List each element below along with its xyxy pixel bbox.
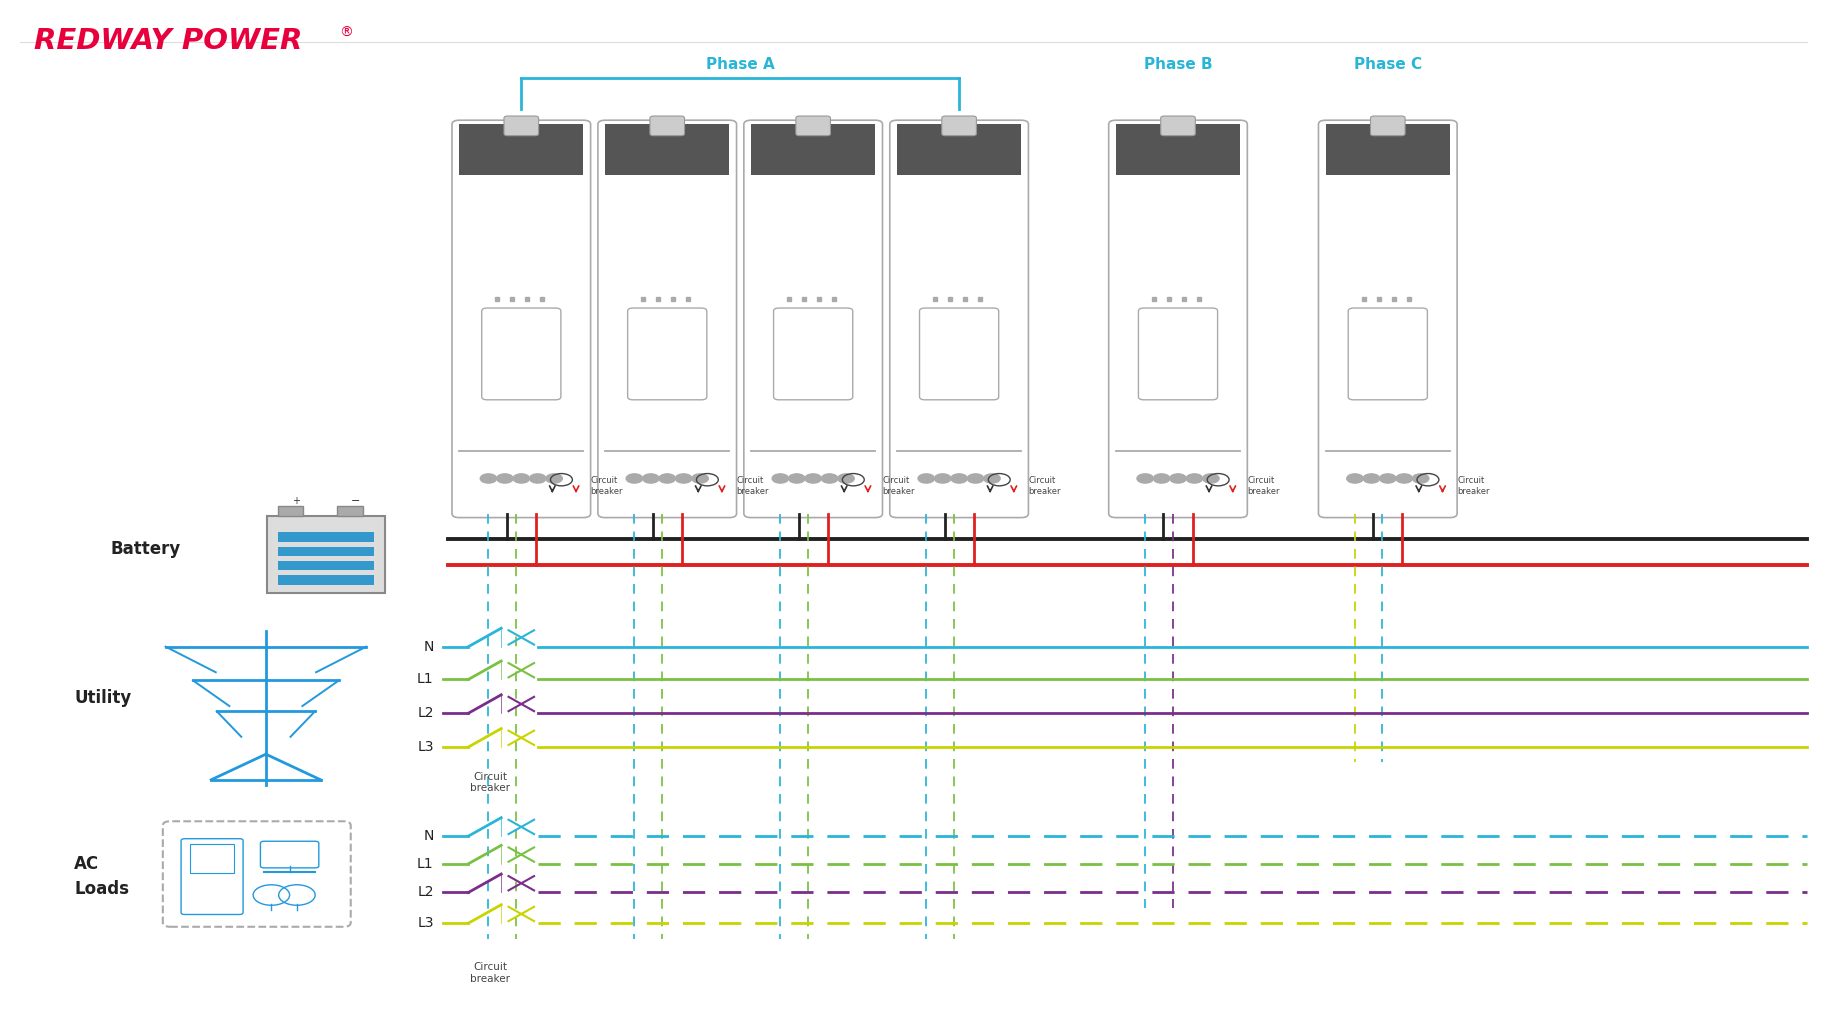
Circle shape — [839, 473, 855, 483]
Text: Battery: Battery — [111, 540, 181, 559]
Text: Circuit
breaker: Circuit breaker — [736, 477, 769, 496]
Bar — [605, 124, 729, 175]
FancyBboxPatch shape — [650, 116, 685, 136]
Circle shape — [660, 473, 676, 483]
Circle shape — [530, 473, 546, 483]
Text: L2: L2 — [417, 885, 433, 900]
Text: +: + — [292, 496, 300, 506]
FancyBboxPatch shape — [163, 822, 351, 926]
Circle shape — [966, 473, 983, 483]
Circle shape — [773, 473, 789, 483]
FancyBboxPatch shape — [261, 841, 318, 868]
FancyBboxPatch shape — [181, 839, 243, 914]
Circle shape — [789, 473, 806, 483]
Bar — [897, 124, 1021, 175]
Circle shape — [1346, 473, 1363, 483]
Text: Circuit
breaker: Circuit breaker — [470, 962, 510, 984]
Circle shape — [1169, 473, 1186, 483]
Circle shape — [546, 473, 563, 483]
Circle shape — [692, 473, 709, 483]
Text: Circuit
breaker: Circuit breaker — [470, 771, 510, 793]
Text: Utility: Utility — [75, 689, 132, 707]
Circle shape — [1412, 473, 1429, 483]
Circle shape — [1396, 473, 1412, 483]
FancyBboxPatch shape — [919, 308, 999, 400]
Text: Phase A: Phase A — [705, 58, 775, 72]
Text: ®: ® — [338, 26, 353, 40]
Text: N: N — [424, 829, 433, 843]
FancyBboxPatch shape — [1370, 116, 1405, 136]
Bar — [278, 546, 375, 556]
FancyBboxPatch shape — [1319, 120, 1458, 518]
Circle shape — [513, 473, 530, 483]
Circle shape — [676, 473, 692, 483]
Circle shape — [1136, 473, 1153, 483]
Circle shape — [806, 473, 822, 483]
Circle shape — [1379, 473, 1396, 483]
Text: L3: L3 — [417, 916, 433, 930]
Circle shape — [934, 473, 950, 483]
Circle shape — [822, 473, 839, 483]
Text: Circuit
breaker: Circuit breaker — [1248, 477, 1281, 496]
Text: L1: L1 — [417, 857, 433, 871]
FancyBboxPatch shape — [482, 308, 561, 400]
Circle shape — [983, 473, 999, 483]
FancyBboxPatch shape — [744, 120, 882, 518]
Bar — [278, 575, 375, 584]
FancyBboxPatch shape — [890, 120, 1029, 518]
Text: Circuit
breaker: Circuit breaker — [590, 477, 623, 496]
Text: Phase C: Phase C — [1354, 58, 1421, 72]
Bar — [278, 561, 375, 570]
Bar — [278, 532, 375, 541]
FancyBboxPatch shape — [941, 116, 976, 136]
FancyBboxPatch shape — [773, 308, 853, 400]
Text: Phase B: Phase B — [1144, 58, 1213, 72]
Text: Circuit
breaker: Circuit breaker — [1029, 477, 1061, 496]
Circle shape — [1363, 473, 1379, 483]
FancyBboxPatch shape — [1348, 308, 1427, 400]
FancyBboxPatch shape — [597, 120, 736, 518]
Bar — [190, 844, 234, 873]
Circle shape — [481, 473, 497, 483]
Circle shape — [917, 473, 934, 483]
Bar — [267, 516, 385, 593]
FancyBboxPatch shape — [1138, 308, 1217, 400]
FancyBboxPatch shape — [1160, 116, 1195, 136]
Text: −: − — [351, 496, 360, 506]
Text: L3: L3 — [417, 740, 433, 754]
FancyBboxPatch shape — [1109, 120, 1248, 518]
FancyBboxPatch shape — [628, 308, 707, 400]
Bar — [336, 506, 362, 516]
Text: Circuit
breaker: Circuit breaker — [1458, 477, 1489, 496]
FancyBboxPatch shape — [451, 120, 590, 518]
Text: N: N — [424, 640, 433, 653]
Text: AC: AC — [75, 854, 99, 873]
Text: Loads: Loads — [75, 880, 130, 899]
Text: Circuit
breaker: Circuit breaker — [882, 477, 915, 496]
Bar — [278, 506, 303, 516]
Circle shape — [1202, 473, 1219, 483]
Circle shape — [1186, 473, 1202, 483]
Bar — [1116, 124, 1241, 175]
Circle shape — [643, 473, 660, 483]
Text: REDWAY POWER: REDWAY POWER — [35, 27, 303, 55]
Circle shape — [950, 473, 966, 483]
FancyBboxPatch shape — [797, 116, 831, 136]
Bar — [1326, 124, 1451, 175]
FancyBboxPatch shape — [504, 116, 539, 136]
Bar — [751, 124, 875, 175]
Text: L1: L1 — [417, 673, 433, 686]
Bar — [459, 124, 583, 175]
Circle shape — [497, 473, 513, 483]
Circle shape — [627, 473, 643, 483]
Text: L2: L2 — [417, 707, 433, 720]
Circle shape — [1153, 473, 1169, 483]
